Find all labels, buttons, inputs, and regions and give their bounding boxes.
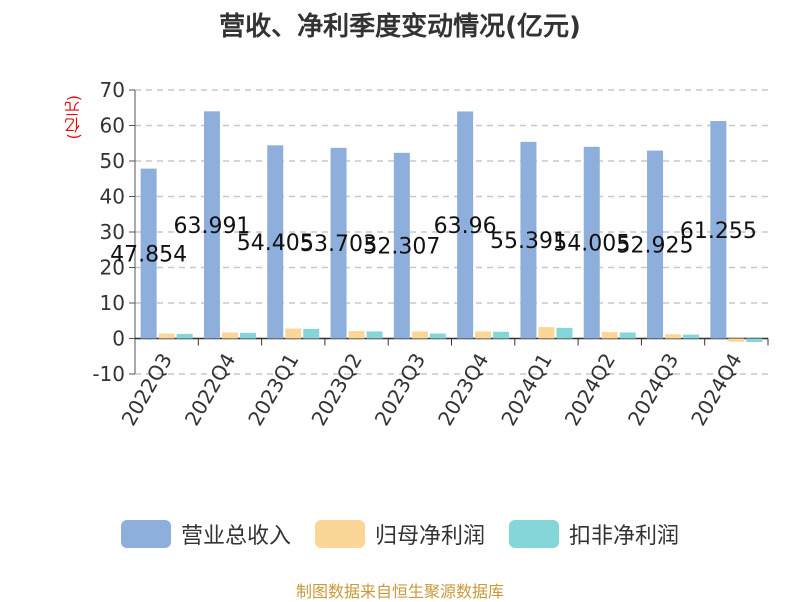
bar-deducted-profit	[619, 332, 636, 339]
y-tick-label: 60	[100, 114, 125, 138]
x-tick-label: 2023Q4	[433, 349, 493, 430]
x-tick-label: 2024Q1	[496, 349, 556, 430]
data-label: 52.307	[363, 235, 440, 260]
legend-item-net-profit[interactable]: 归母净利润	[314, 518, 485, 550]
data-label: 61.255	[680, 219, 757, 244]
data-label: 47.854	[110, 243, 187, 268]
legend-label-net-profit: 归母净利润	[374, 524, 485, 549]
bar-revenue	[267, 145, 284, 339]
bar-net-profit	[728, 338, 745, 342]
x-tick-label: 2023Q3	[370, 349, 430, 430]
bar-net-profit	[538, 327, 555, 339]
legend-item-revenue[interactable]: 营业总收入	[120, 518, 291, 550]
y-tick-label: 70	[100, 78, 125, 102]
bar-revenue	[583, 146, 600, 339]
bar-deducted-profit	[176, 333, 193, 339]
bar-deducted-profit	[746, 338, 763, 343]
bar-revenue	[330, 147, 347, 339]
y-tick-label: 30	[100, 220, 125, 244]
legend-label-deducted-profit: 扣非净利润	[569, 524, 680, 549]
bar-revenue	[203, 111, 220, 339]
bar-deducted-profit	[239, 332, 256, 339]
x-tick-label: 2023Q2	[306, 349, 366, 430]
data-label: 63.991	[173, 214, 250, 239]
legend-swatch-net-profit	[314, 520, 365, 548]
x-tick-label: 2024Q4	[686, 349, 746, 430]
legend-swatch-revenue	[120, 520, 171, 548]
bar-net-profit	[665, 334, 682, 339]
data-label: 54.405	[237, 231, 314, 256]
bar-net-profit	[221, 332, 238, 339]
data-label: 53.703	[300, 232, 377, 257]
chart-legend: 营业总收入 归母净利润 扣非净利润	[0, 518, 800, 550]
y-tick-label: 50	[100, 149, 125, 173]
data-label: 63.96	[434, 214, 497, 239]
bar-net-profit	[411, 331, 428, 339]
x-tick-label: 2023Q1	[243, 349, 303, 430]
x-tick-label: 2024Q2	[560, 349, 620, 430]
x-tick-label: 2022Q3	[117, 349, 177, 430]
bar-deducted-profit	[556, 327, 573, 339]
bar-deducted-profit	[429, 333, 446, 339]
bar-deducted-profit	[683, 334, 700, 339]
bar-revenue	[457, 111, 474, 339]
bar-revenue	[393, 152, 410, 339]
bar-deducted-profit	[366, 331, 383, 339]
bar-net-profit	[158, 333, 175, 339]
bar-net-profit	[348, 331, 365, 339]
bar-net-profit	[285, 328, 302, 339]
bar-revenue	[520, 141, 537, 339]
y-tick-label: 0	[112, 327, 125, 351]
y-tick-label: -10	[92, 362, 125, 386]
y-tick-label: 10	[100, 291, 125, 315]
bar-revenue	[647, 150, 664, 339]
bar-deducted-profit	[303, 328, 320, 339]
x-tick-label: 2024Q3	[623, 349, 683, 430]
bar-net-profit	[601, 332, 618, 339]
data-label: 54.005	[553, 232, 630, 257]
bar-revenue	[140, 168, 157, 339]
y-tick-label: 40	[100, 185, 125, 209]
y-tick-label: 20	[100, 256, 125, 280]
bar-deducted-profit	[493, 331, 510, 339]
x-tick-label: 2022Q4	[180, 349, 240, 430]
bar-revenue	[710, 121, 727, 339]
data-source-note: 制图数据来自恒生聚源数据库	[295, 582, 504, 601]
legend-label-revenue: 营业总收入	[180, 524, 291, 549]
legend-swatch-deducted-profit	[509, 520, 559, 548]
chart-title: 营收、净利季度变动情况(亿元)	[219, 12, 581, 42]
data-label: 52.925	[617, 234, 694, 259]
data-label: 55.391	[490, 229, 567, 254]
legend-item-deducted-profit[interactable]: 扣非净利润	[509, 518, 679, 550]
bar-net-profit	[475, 331, 492, 339]
